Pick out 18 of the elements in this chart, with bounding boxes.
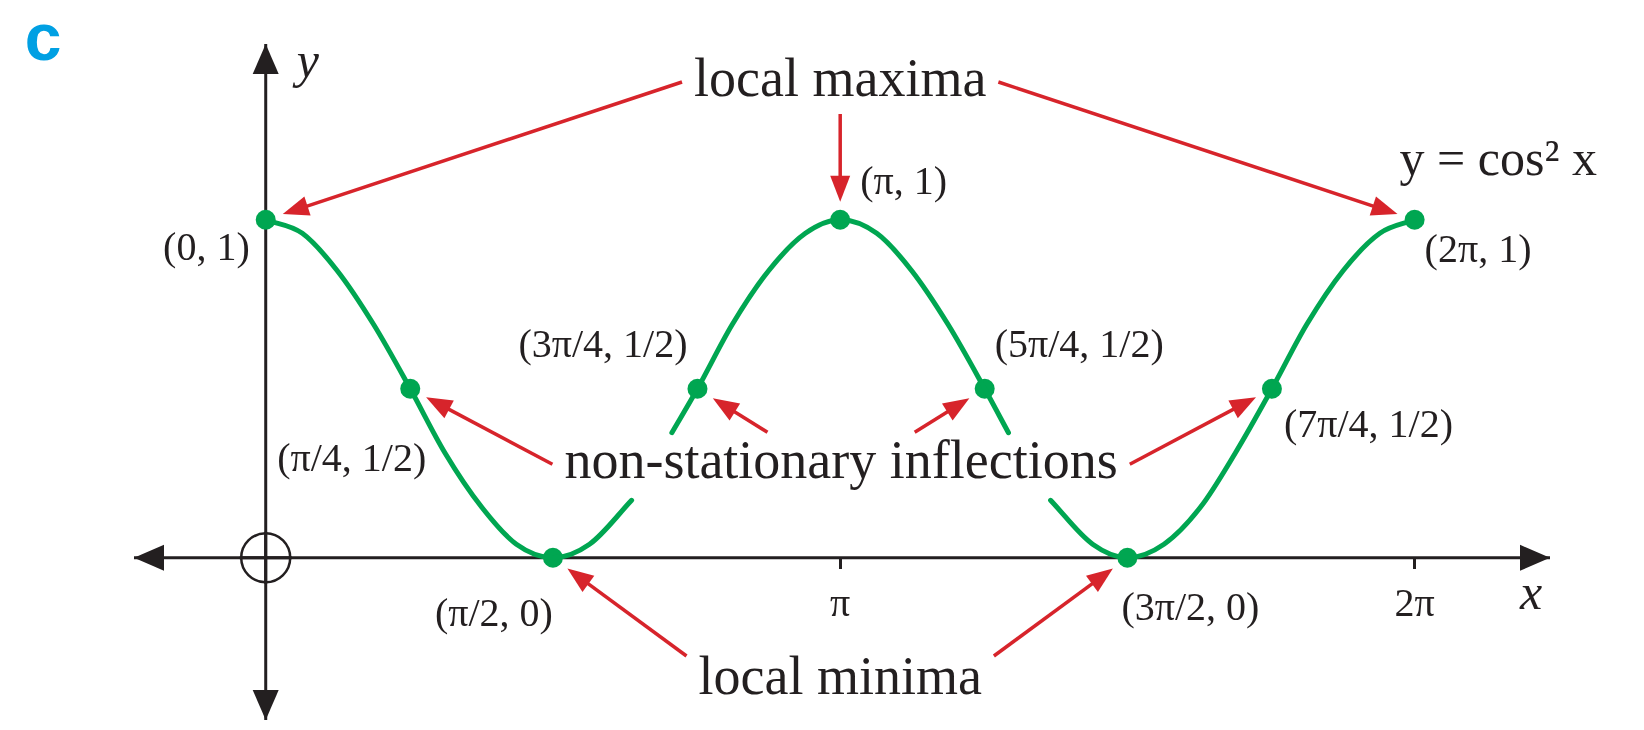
data-label: (π/4, 1/2) <box>277 435 427 481</box>
data-label: (2π, 1) <box>1424 226 1532 272</box>
data-label: (3π/4, 1/2) <box>518 321 688 367</box>
data-label: (5π/4, 1/2) <box>994 321 1164 367</box>
y-axis-title: y <box>291 32 320 89</box>
x-tick-label: 2π <box>1394 580 1435 626</box>
series-label: y = cos² x <box>1399 129 1597 186</box>
data-label: (3π/2, 0) <box>1121 584 1260 630</box>
chart-title: c <box>24 0 62 75</box>
annotation: local minima <box>698 646 982 707</box>
data-label: (π/2, 0) <box>434 590 553 636</box>
x-axis-title: x <box>1518 563 1543 620</box>
data-label: (0, 1) <box>163 224 250 270</box>
data-label: (π, 1) <box>860 158 948 204</box>
annotation: non-stationary inflections <box>564 430 1118 491</box>
x-tick-label: π <box>830 580 851 626</box>
data-label: (7π/4, 1/2) <box>1283 401 1453 447</box>
annotation: local maxima <box>693 48 987 109</box>
